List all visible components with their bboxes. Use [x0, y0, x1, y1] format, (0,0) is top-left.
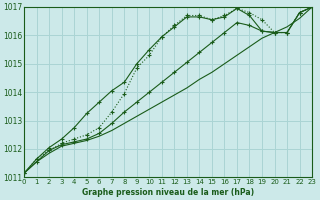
X-axis label: Graphe pression niveau de la mer (hPa): Graphe pression niveau de la mer (hPa) [82, 188, 254, 197]
